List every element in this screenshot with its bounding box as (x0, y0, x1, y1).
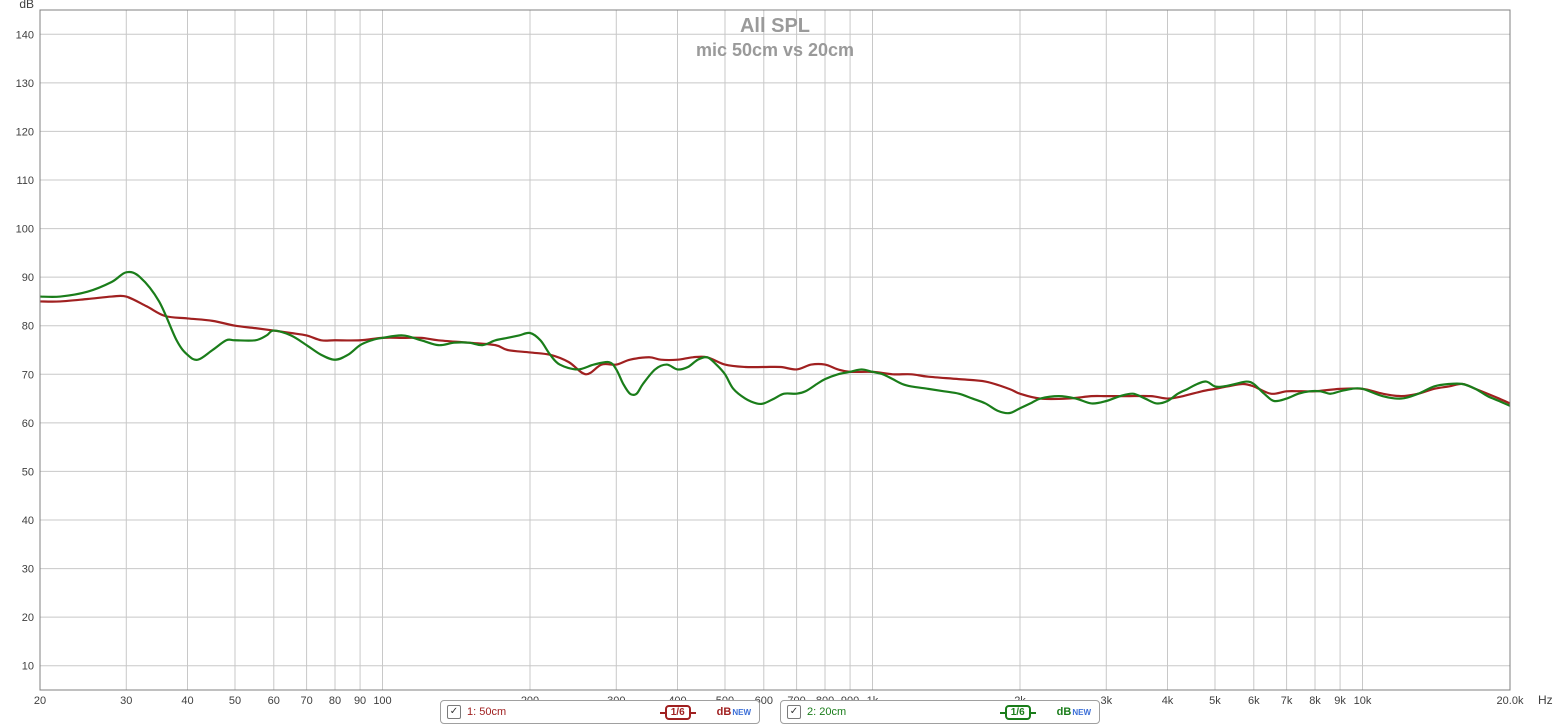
legend-series-name: 1: 50cm (467, 706, 506, 718)
x-tick-label: 30 (120, 695, 132, 707)
x-tick-label: 5k (1209, 695, 1221, 707)
legend-new-badge: NEW (1072, 708, 1091, 717)
x-tick-label: 20 (34, 695, 46, 707)
y-tick-label: 30 (22, 564, 34, 576)
y-tick-label: 90 (22, 272, 34, 284)
legend-item-s1[interactable]: ✓ 1: 50cm 1/6 dBNEW (440, 700, 760, 724)
y-tick-label: 110 (16, 175, 34, 187)
y-tick-label: 50 (22, 466, 34, 478)
y-tick-label: 60 (22, 418, 34, 430)
legend-smoothing-badge[interactable]: 1/6 (665, 705, 691, 720)
y-tick-label: 120 (16, 126, 34, 138)
legend-checkbox[interactable]: ✓ (787, 705, 801, 719)
legend-unit: dB (1057, 706, 1072, 718)
x-tick-label: 3k (1100, 695, 1112, 707)
y-tick-label: 70 (22, 369, 34, 381)
x-tick-label: 6k (1248, 695, 1260, 707)
x-tick-label: 100 (373, 695, 391, 707)
x-tick-label: 20.0k (1497, 695, 1524, 707)
legend-checkbox[interactable]: ✓ (447, 705, 461, 719)
legend-series-name: 2: 20cm (807, 706, 846, 718)
chart-subtitle: mic 50cm vs 20cm (696, 40, 854, 60)
spl-chart: 10 20 30 40 50 60 70 80 90 100 110 120 130 140 dB 20 30 4… (0, 0, 1566, 727)
x-tick-label: 7k (1281, 695, 1293, 707)
chart-title: All SPL (740, 15, 810, 37)
legend-item-s2[interactable]: ✓ 2: 20cm 1/6 dBNEW (780, 700, 1100, 724)
x-tick-label: 80 (329, 695, 341, 707)
legend-new-badge: NEW (732, 708, 751, 717)
y-tick-label: 10 (22, 661, 34, 673)
y-axis-label: dB (19, 0, 34, 11)
y-tick-label: 130 (16, 78, 34, 90)
x-tick-label: 4k (1162, 695, 1174, 707)
x-tick-label: 50 (229, 695, 241, 707)
y-tick-label: 80 (22, 321, 34, 333)
x-tick-label: 40 (181, 695, 193, 707)
x-tick-label: 90 (354, 695, 366, 707)
x-tick-label: 8k (1309, 695, 1321, 707)
y-tick-label: 20 (22, 612, 34, 624)
x-tick-label: 10k (1354, 695, 1372, 707)
legend-smoothing-badge[interactable]: 1/6 (1005, 705, 1031, 720)
y-tick-label: 140 (16, 29, 34, 41)
x-axis-label: Hz (1538, 693, 1553, 707)
y-tick-label: 40 (22, 515, 34, 527)
legend-unit: dB (717, 706, 732, 718)
x-tick-label: 9k (1334, 695, 1346, 707)
y-tick-label: 100 (16, 224, 34, 236)
x-tick-label: 70 (300, 695, 312, 707)
x-tick-label: 60 (268, 695, 280, 707)
